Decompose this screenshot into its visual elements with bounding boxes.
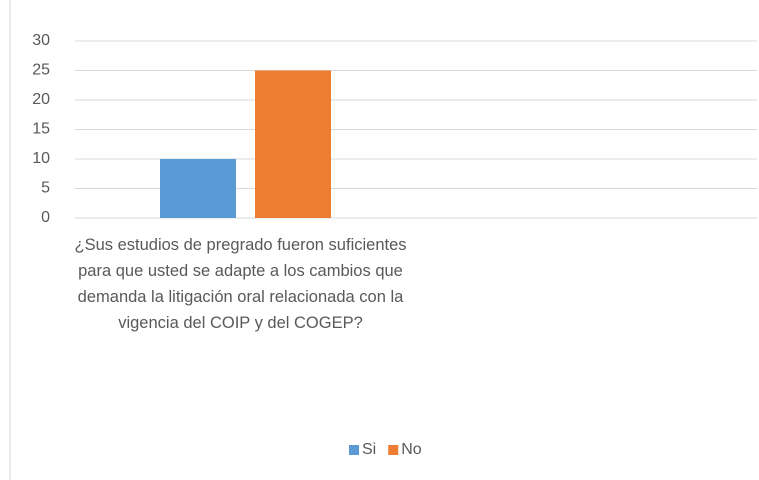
legend-label: No bbox=[401, 441, 422, 458]
y-tick-label: 0 bbox=[41, 209, 50, 226]
bar bbox=[255, 70, 331, 218]
legend-swatch bbox=[349, 445, 359, 455]
y-tick-label: 5 bbox=[41, 180, 50, 197]
y-tick-label: 30 bbox=[32, 32, 50, 49]
y-tick-label: 20 bbox=[32, 91, 50, 108]
legend-label: Si bbox=[362, 441, 376, 458]
y-tick-label: 15 bbox=[32, 121, 50, 138]
y-tick-label: 25 bbox=[32, 62, 50, 79]
x-tick-label: ¿Sus estudios de pregrado fueron suficie… bbox=[74, 236, 407, 332]
bar bbox=[160, 159, 236, 218]
y-tick-label: 10 bbox=[32, 150, 50, 167]
legend-swatch bbox=[388, 445, 399, 455]
